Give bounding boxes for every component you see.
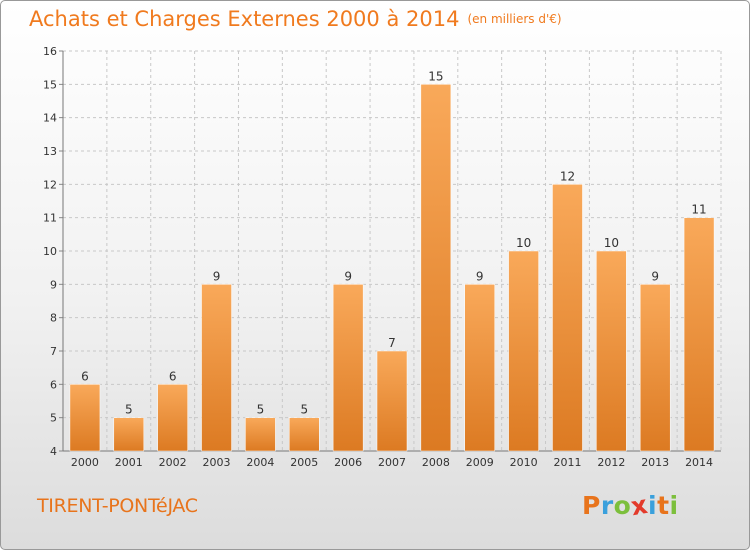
x-tick-label: 2013 [641,456,669,469]
x-tick-label: 2006 [334,456,362,469]
y-tick-label: 8 [50,312,57,325]
data-labels: 6 5 6 9 5 5 9 7 15 9 10 12 10 9 11 [81,69,707,416]
y-tick-label: 9 [50,278,57,291]
y-tick-label: 10 [43,245,57,258]
x-tick-label: 2014 [685,456,713,469]
commune-name: TIRENT-PONTéJAC [37,495,198,517]
x-tick-label: 2011 [553,456,581,469]
data-label: 9 [476,269,484,283]
bar-2006 [332,284,364,452]
y-tick-label: 16 [43,45,57,58]
x-tick-label: 2012 [597,456,625,469]
bar-2013 [639,284,671,452]
x-tick-label: 2004 [246,456,274,469]
chart-title: Achats et Charges Externes 2000 à 2014 (e… [29,7,562,31]
x-tick-label: 2001 [115,456,143,469]
bar-2009 [464,284,495,452]
x-tick-label: 2003 [203,456,231,469]
data-label: 12 [560,169,575,183]
y-tick-label: 5 [50,412,57,425]
x-tick-label: 2007 [378,456,406,469]
chart-title-text: Achats et Charges Externes 2000 à 2014 [29,7,460,31]
bar-2000 [69,384,101,452]
y-tick-label: 11 [43,212,57,225]
data-label: 7 [388,336,396,350]
data-label: 5 [300,403,308,417]
proxiti-logo: Proxiti [582,490,679,521]
x-tick-labels: 2000 2001 2002 2003 2004 2005 2006 2007 2008 2009… [71,456,713,469]
x-tick-label: 2000 [71,456,99,469]
y-tick-label: 14 [43,112,57,125]
bar-2012 [596,250,627,452]
y-tick-label: 15 [43,78,57,91]
bar-2002 [157,384,188,452]
logo-letter: i [669,491,679,520]
logo-letter: i [648,491,658,520]
bar-2004 [245,417,276,452]
data-label: 15 [428,69,443,83]
bar-2011 [552,184,583,452]
y-tick-label: 4 [50,445,57,458]
bar-2014 [683,217,715,452]
bar-2008 [420,84,452,452]
data-label: 9 [344,269,352,283]
data-label: 6 [81,369,89,383]
logo-letter: o [613,491,632,520]
logo-letter: P [582,491,601,520]
bar-2010 [508,250,539,452]
data-label: 5 [125,403,133,417]
x-tick-label: 2009 [466,456,494,469]
data-label: 6 [169,369,177,383]
y-tick-label: 13 [43,145,57,158]
data-label: 9 [213,269,221,283]
bar-2001 [113,417,145,452]
data-label: 5 [257,403,265,417]
data-label: 9 [651,269,659,283]
x-tick-label: 2005 [290,456,318,469]
bar-2005 [289,417,320,452]
y-tick-label: 6 [50,378,57,391]
x-tick-label: 2010 [510,456,538,469]
logo-letter: t [657,491,670,520]
logo-letter: r [600,491,614,520]
y-tick-labels: 4 5 6 7 8 9 10 11 12 13 14 15 16 [43,45,57,458]
bars [69,84,715,452]
bar-2003 [201,284,232,452]
data-label: 10 [604,236,619,250]
x-tick-label: 2002 [159,456,187,469]
x-tick-label: 2008 [422,456,450,469]
y-tick-label: 12 [43,178,57,191]
y-tick-label: 7 [50,345,57,358]
unit-note: (en milliers d'€) [467,12,562,26]
data-label: 11 [691,203,706,217]
data-label: 10 [516,236,531,250]
bar-2007 [376,350,408,452]
